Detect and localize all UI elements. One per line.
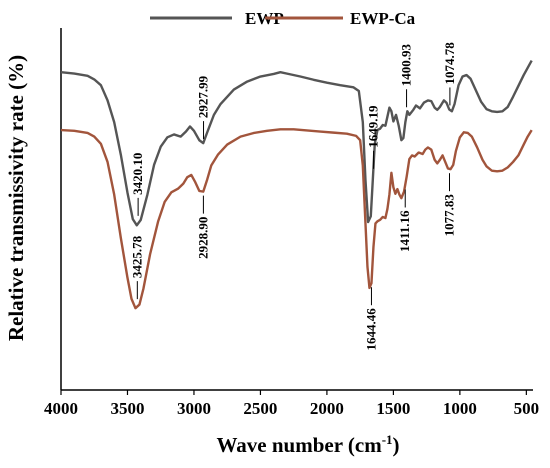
x-tick-label: 4000 (44, 399, 78, 418)
x-tick-label: 3000 (177, 399, 211, 418)
series-line-ewp (60, 60, 533, 227)
peak-annotation: 1400.93 (399, 44, 414, 108)
annotations: 3420.10 2927.99 1649.19 1400.93 1074.78 3425.… (129, 42, 457, 351)
peak-annotation: 2927.99 (196, 75, 211, 140)
x-tick-label: 2000 (310, 399, 344, 418)
x-axis-ticks: 4000 3500 3000 2500 2000 1500 1000 500 (44, 390, 539, 418)
peak-annotation: 1644.46 (363, 287, 378, 350)
peak-annotation-label: 3420.10 (130, 153, 145, 195)
x-axis-title-superscript: -1 (382, 432, 393, 447)
x-tick-label: 2500 (243, 399, 277, 418)
peak-annotation-label: 2927.99 (196, 75, 211, 118)
x-axis-title-main: Wave number (cm (216, 433, 382, 457)
peak-annotation: 3425.78 (129, 235, 144, 300)
peak-annotation: 1077.83 (442, 173, 457, 236)
legend: EWP EWP-Ca (150, 9, 416, 28)
series-line-ewp-ca (60, 128, 533, 310)
peak-annotation-label: 1400.93 (399, 44, 414, 87)
x-tick-label: 500 (514, 399, 540, 418)
peak-annotation-label: 1074.78 (442, 42, 457, 85)
y-axis-title: Relative transmissivity rate (%) (4, 55, 28, 341)
x-axis-title-close: ) (393, 433, 400, 457)
peak-annotation-label: 1649.19 (366, 105, 381, 148)
x-tick-label: 1500 (376, 399, 410, 418)
x-tick-label: 1000 (443, 399, 477, 418)
series-layer (60, 60, 533, 310)
peak-annotation-label: 1077.83 (442, 194, 457, 237)
peak-annotation: 1074.78 (442, 42, 457, 106)
peak-annotation: 2928.90 (195, 195, 210, 259)
legend-label-ewp-ca: EWP-Ca (350, 9, 416, 28)
peak-annotation-label: 1644.46 (363, 308, 378, 351)
peak-annotation: 1649.19 (366, 105, 381, 169)
peak-annotation-label: 3425.78 (129, 235, 144, 278)
peak-annotation-label: 1411.16 (397, 210, 412, 252)
peak-annotation-label: 2928.90 (195, 217, 210, 259)
peak-annotation: 1411.16 (397, 189, 412, 252)
peak-annotation: 3420.10 (130, 153, 145, 216)
legend-label-ewp: EWP (245, 9, 284, 28)
x-axis-title: Wave number (cm-1) (216, 432, 399, 457)
x-tick-label: 3500 (110, 399, 144, 418)
plot-area (60, 28, 533, 391)
